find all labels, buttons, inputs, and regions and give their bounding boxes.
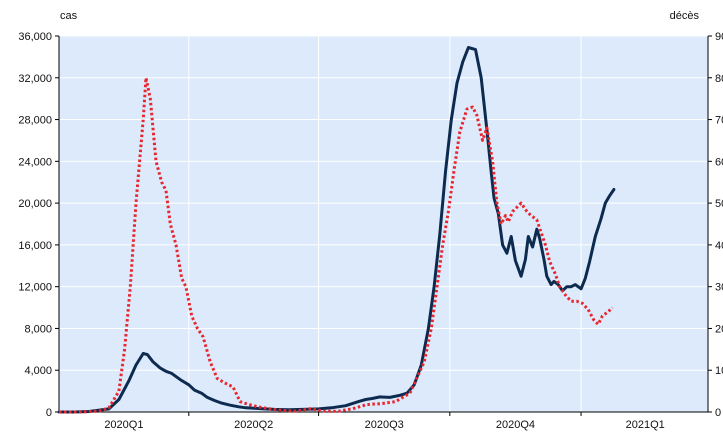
left-tick-label: 12,000 bbox=[18, 282, 52, 294]
plot-background bbox=[59, 36, 708, 412]
right-tick-label: 700 bbox=[715, 115, 723, 127]
left-tick-label: 28,000 bbox=[18, 115, 52, 127]
right-tick-label: 600 bbox=[715, 156, 723, 168]
right-axis-unit-label: décès bbox=[670, 10, 700, 22]
x-gridlines bbox=[188, 36, 582, 412]
series-line-2 bbox=[59, 76, 614, 414]
x-tick-label: 2020Q3 bbox=[365, 419, 404, 431]
left-tick-label: 20,000 bbox=[18, 198, 52, 210]
x-tick-label: 2021Q1 bbox=[626, 419, 665, 431]
left-axis-unit-label: cas bbox=[60, 10, 78, 22]
left-tick-label: 4,000 bbox=[24, 365, 52, 377]
right-tick-label: 0 bbox=[715, 407, 721, 419]
left-tick-label: 16,000 bbox=[18, 240, 52, 252]
left-tick-label: 0 bbox=[46, 407, 52, 419]
left-axis-ticks: 0 4,000 8,000 12,000 16,000 20,000 24,000 28,00… bbox=[18, 31, 59, 419]
left-tick-label: 36,000 bbox=[18, 31, 52, 43]
right-tick-label: 400 bbox=[715, 240, 723, 252]
right-tick-label: 100 bbox=[715, 365, 723, 377]
left-tick-label: 24,000 bbox=[18, 156, 52, 168]
right-tick-label: 300 bbox=[715, 282, 723, 294]
left-tick-label: 8,000 bbox=[24, 323, 52, 335]
left-tick-label: 32,000 bbox=[18, 73, 52, 85]
series-line-1 bbox=[57, 46, 616, 414]
x-tick-label: 2020Q2 bbox=[234, 419, 273, 431]
series-layer bbox=[57, 46, 616, 414]
x-axis-ticks: 2020Q1 2020Q2 2020Q3 2020Q4 2021Q1 bbox=[104, 412, 665, 431]
right-tick-label: 200 bbox=[715, 323, 723, 335]
right-axis-ticks: 0 100 200 300 400 500 600 700 800 900 bbox=[708, 31, 723, 419]
x-tick-label: 2020Q4 bbox=[496, 419, 535, 431]
x-tick-label: 2020Q1 bbox=[104, 419, 143, 431]
right-tick-label: 500 bbox=[715, 198, 723, 210]
right-tick-label: 900 bbox=[715, 31, 723, 43]
right-tick-label: 800 bbox=[715, 73, 723, 85]
